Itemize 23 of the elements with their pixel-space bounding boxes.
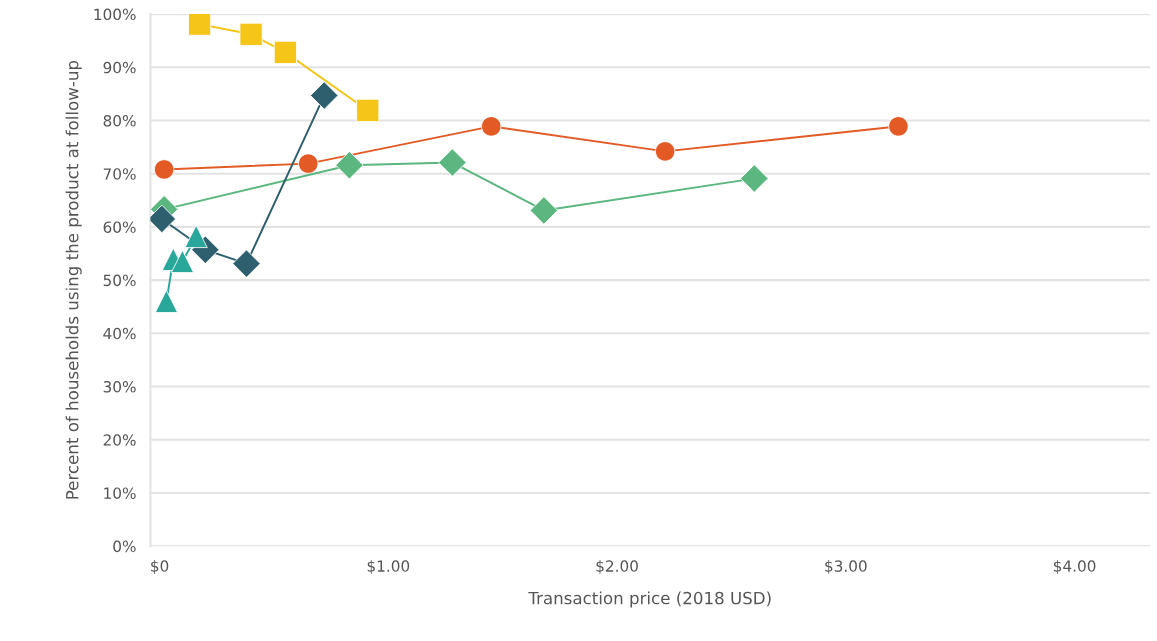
y-tick-label: 30% <box>103 380 136 393</box>
y-tick-label: 50% <box>103 274 136 287</box>
point <box>273 40 297 64</box>
x-tick-label: $2.00 <box>596 560 638 574</box>
x-tick-label: $0 <box>151 560 169 574</box>
y-tick-label: 0% <box>113 540 136 553</box>
point <box>239 22 263 46</box>
y-tick-label: 100% <box>94 8 136 21</box>
x-tick-label: $4.00 <box>1053 560 1096 574</box>
y-axis-title: Percent of households using the product at follow-up <box>65 60 82 499</box>
y-tick-label: 60% <box>103 221 136 233</box>
point <box>170 249 194 274</box>
x-tick-label: $3.00 <box>825 560 867 574</box>
y-tick-label: 90% <box>103 61 136 74</box>
x-axis-title: Transaction price (2018 USD) <box>528 591 771 608</box>
x-tick-label: $1.00 <box>367 560 410 574</box>
y-tick-label: 80% <box>103 114 136 127</box>
point <box>184 224 208 249</box>
y-tick-label: 10% <box>104 487 136 499</box>
y-tick-label: 20% <box>103 434 136 446</box>
y-tick-label: 40% <box>103 327 136 340</box>
y-tick-label: 70% <box>103 168 136 180</box>
point <box>150 204 177 234</box>
